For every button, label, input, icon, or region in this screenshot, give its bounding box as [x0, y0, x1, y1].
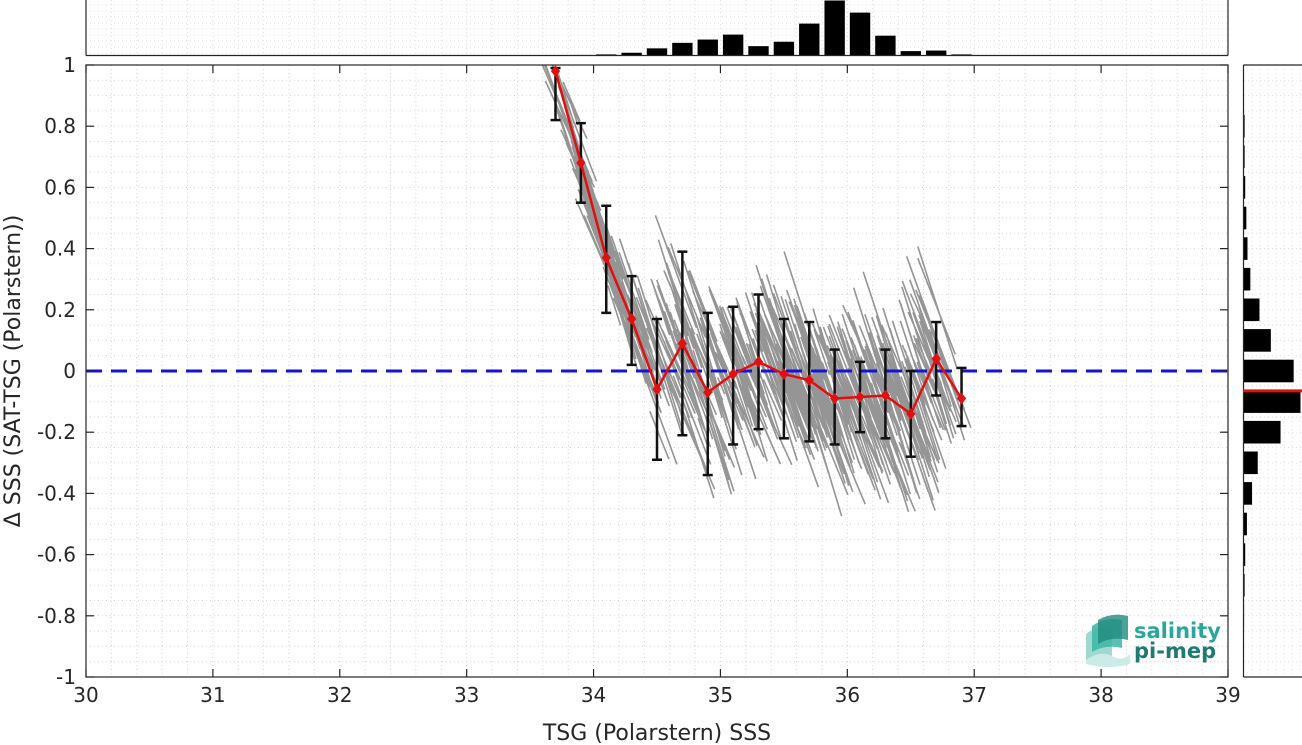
top-histogram-bar: [900, 51, 921, 56]
binned-mean-marker: [880, 389, 891, 402]
x-tick-label: 36: [835, 683, 860, 707]
x-axis-ticks: 30 31 32 33 34 35 36 37 38 39: [73, 65, 1241, 707]
top-histogram-bar: [646, 48, 668, 56]
logo-text-salinity: salinity: [1134, 619, 1221, 643]
top-histogram-bar: [773, 41, 795, 56]
x-tick-label: 39: [1215, 683, 1240, 707]
binned-mean-marker: [855, 391, 865, 403]
right-histogram-bar: [1243, 298, 1260, 322]
y-tick-label: -1: [56, 665, 76, 689]
right-histogram-bar: [1243, 176, 1246, 199]
right-histogram-bar: [1243, 512, 1247, 536]
y-tick-label: 0.8: [44, 114, 76, 138]
x-tick-label: 35: [708, 683, 733, 707]
right-histogram-bar: [1243, 451, 1258, 475]
top-histogram-bar: [799, 23, 820, 56]
top-histogram-bar: [722, 34, 744, 56]
scatter-cloud: [541, 64, 972, 517]
right-histogram: [1243, 114, 1301, 628]
x-tick-label: 32: [327, 683, 352, 707]
x-tick-label: 30: [73, 683, 98, 707]
x-tick-label: 38: [1088, 683, 1113, 707]
binned-mean-marker: [550, 65, 561, 77]
binned-mean-marker: [576, 157, 586, 169]
binned-mean-marker: [931, 352, 941, 365]
y-tick-label: -0.4: [37, 481, 76, 505]
right-histogram-bar: [1243, 420, 1281, 444]
right-histogram-bar: [1243, 482, 1253, 505]
right-histogram-bar: [1243, 359, 1294, 383]
y-tick-label: -0.2: [37, 420, 76, 444]
top-histogram-bar: [621, 52, 642, 56]
y-axis-ticks: 1 0.8 0.6 0.4 0.2 0 -0.2 -0.4 -0.6 -0.8 -1: [37, 53, 1228, 689]
binned-mean-marker: [753, 356, 764, 368]
right-histogram-bar: [1243, 543, 1246, 566]
y-tick-label: -0.8: [37, 604, 76, 628]
logo-wave-icon: [1086, 614, 1130, 667]
right-histogram-bar: [1243, 329, 1271, 352]
top-histogram-bar: [824, 0, 845, 56]
y-tick-label: 0.4: [44, 237, 76, 261]
binned-mean-marker: [601, 251, 611, 264]
binned-mean-marker: [830, 392, 840, 405]
binned-mean-marker: [906, 408, 916, 420]
top-histogram-bar: [925, 50, 947, 56]
y-tick-label: 0: [63, 359, 76, 383]
y-tick-label: 1: [63, 53, 76, 77]
binned-mean-marker: [626, 313, 637, 325]
x-tick-label: 34: [581, 683, 606, 707]
binned-mean-marker: [703, 386, 713, 399]
top-histogram-bar: [849, 12, 871, 56]
x-tick-label: 33: [454, 683, 479, 707]
x-axis-label: TSG (Polarstern) SSS: [542, 721, 771, 745]
binned-mean-series: [550, 65, 967, 420]
scatter-points: [541, 64, 972, 517]
logo-text-pi-mep: pi-mep: [1134, 639, 1216, 663]
y-tick-label: 0.6: [44, 175, 76, 199]
binned-mean-marker: [956, 392, 967, 405]
y-tick-label: 0.2: [44, 298, 76, 322]
x-tick-label: 37: [961, 683, 986, 707]
salinity-pi-mep-logo: salinity pi-mep: [1086, 614, 1221, 667]
top-histogram-bar: [672, 42, 693, 56]
x-tick-label: 31: [200, 683, 225, 707]
right-histogram-bar: [1243, 237, 1248, 260]
binned-mean-marker: [677, 337, 688, 350]
top-histogram-bar: [875, 35, 896, 56]
binned-mean-marker: [779, 368, 789, 380]
binned-mean-marker: [804, 374, 814, 386]
right-histogram-bar: [1243, 206, 1247, 230]
right-histogram-bar: [1243, 267, 1251, 291]
top-histogram: [570, 0, 972, 56]
binned-mean-marker: [728, 368, 738, 380]
right-histogram-bar: [1243, 390, 1301, 413]
y-axis-label: Δ SSS (SAT-TSG (Polarstern)): [1, 215, 26, 528]
top-histogram-bar: [697, 39, 718, 56]
top-histogram-bar: [748, 46, 769, 56]
y-tick-label: -0.6: [37, 543, 76, 567]
binned-mean-marker: [652, 383, 662, 396]
